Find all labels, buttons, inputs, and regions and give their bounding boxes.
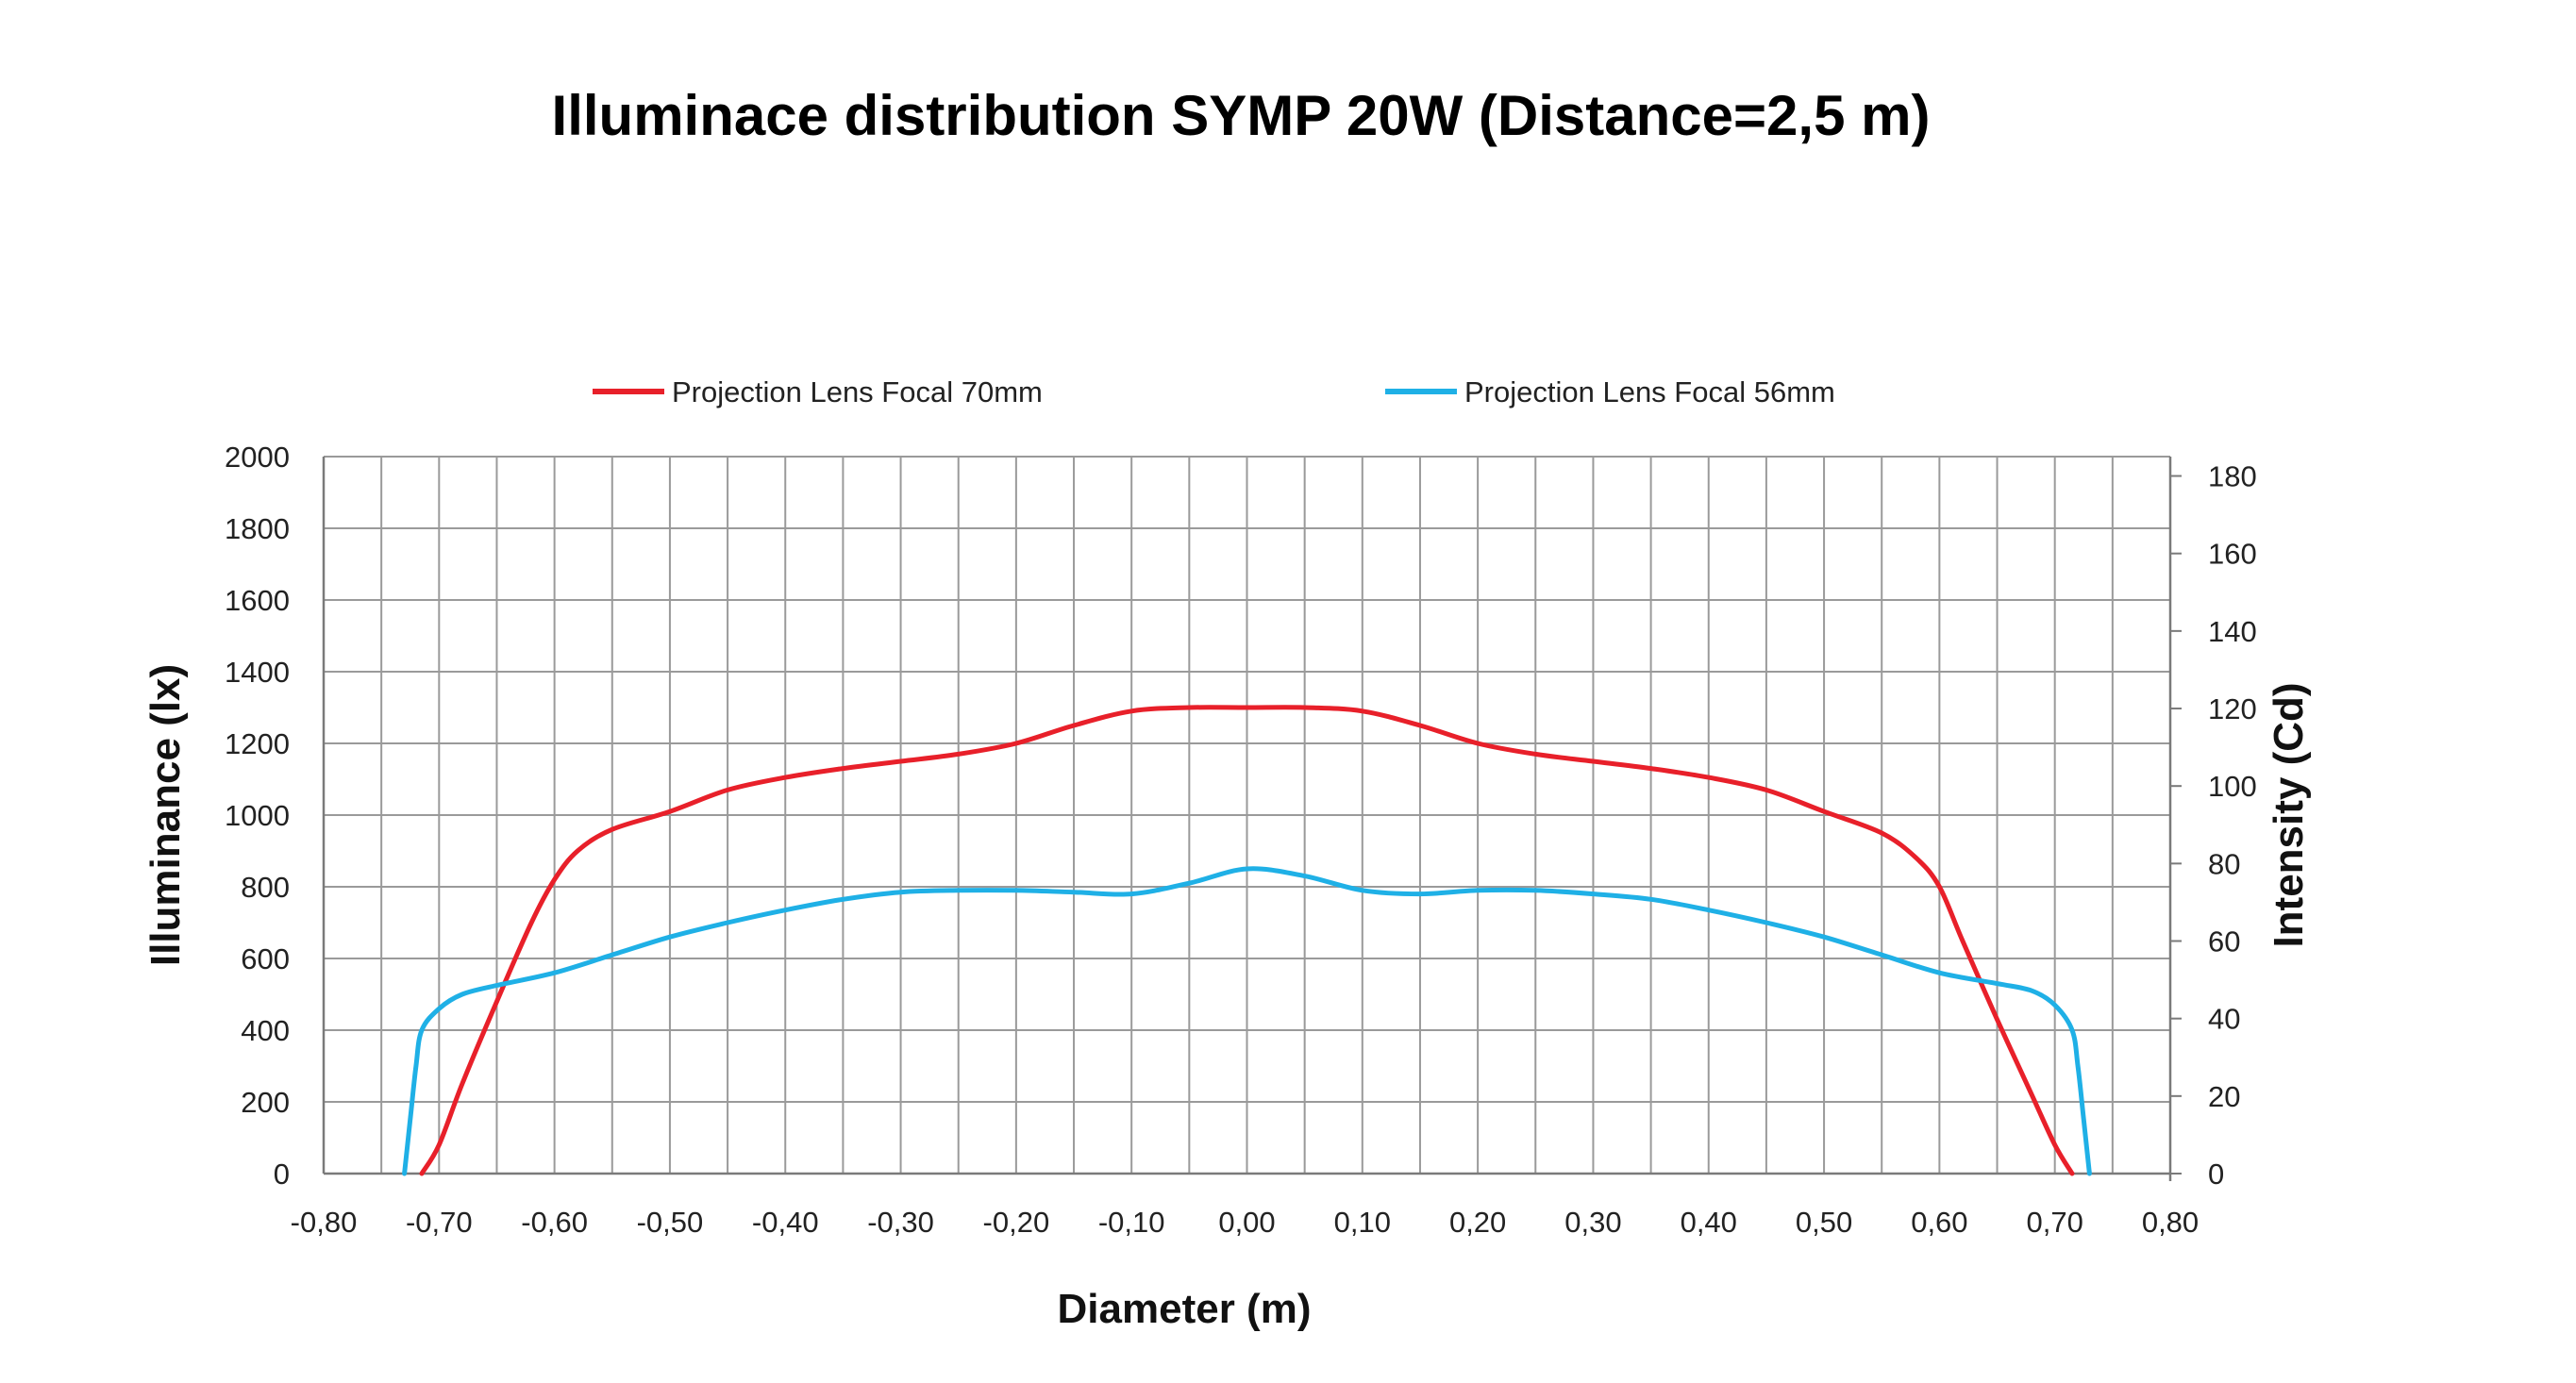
x-tick-label: -0,70 <box>406 1206 473 1239</box>
y2-tick-label: 180 <box>2208 460 2257 493</box>
legend-label-2: Projection Lens Focal 56mm <box>1464 375 1835 408</box>
y2-tick-label: 120 <box>2208 692 2257 725</box>
y2-tick-label: 100 <box>2208 770 2257 803</box>
legend: Projection Lens Focal 70mm Projection Len… <box>593 375 1835 408</box>
y2-tick-label: 40 <box>2208 1003 2240 1036</box>
x-tick-label: 0,10 <box>1334 1206 1391 1239</box>
y-tick-label: 400 <box>241 1014 290 1047</box>
y2-tick-label: 140 <box>2208 615 2257 648</box>
y-tick-label: 1200 <box>225 727 290 760</box>
y2-tick-label: 20 <box>2208 1080 2240 1113</box>
y2-tick-label: 0 <box>2208 1158 2224 1191</box>
axes: 0 200 400 600 800 1000 1200 1400 1600 1800 2000 0 20… <box>225 441 2257 1239</box>
x-tick-label: 0,40 <box>1681 1206 1737 1239</box>
x-tick-label: 0,80 <box>2142 1206 2199 1239</box>
x-tick-label: 0,20 <box>1449 1206 1506 1239</box>
x-tick-label: -0,50 <box>637 1206 704 1239</box>
y-axis-title: Illuminance (lx) <box>142 664 189 966</box>
y2-tick-label: 80 <box>2208 847 2240 880</box>
y2-axis-title: Intensity (Cd) <box>2266 682 2312 947</box>
y-tick-label: 600 <box>241 942 290 975</box>
series-line-1 <box>419 705 2075 1176</box>
page-title: Illuminace distribution SYMP 20W (Distan… <box>551 84 1931 147</box>
y-tick-label: 1000 <box>225 799 290 832</box>
y-tick-label: 2000 <box>225 441 290 474</box>
y-tick-label: 1600 <box>225 584 290 617</box>
x-tick-label: -0,30 <box>867 1206 934 1239</box>
x-tick-label: 0,60 <box>1911 1206 1967 1239</box>
x-tick-label: -0,10 <box>1098 1206 1165 1239</box>
x-tick-label: -0,80 <box>291 1206 358 1239</box>
y2-tick-label: 60 <box>2208 925 2240 958</box>
x-tick-label: 0,70 <box>2027 1206 2083 1239</box>
x-tick-label: 0,00 <box>1218 1206 1275 1239</box>
series-layer <box>402 705 2092 1176</box>
x-tick-label: -0,60 <box>521 1206 588 1239</box>
y-tick-label: 800 <box>241 871 290 904</box>
x-axis-title: Diameter (m) <box>1058 1286 1312 1332</box>
x-tick-label: 0,30 <box>1564 1206 1621 1239</box>
y-tick-label: 1800 <box>225 512 290 545</box>
y-tick-label: 0 <box>274 1158 290 1191</box>
x-tick-label: -0,20 <box>983 1206 1050 1239</box>
x-tick-label: 0,50 <box>1796 1206 1852 1239</box>
x-tick-label: -0,40 <box>752 1206 819 1239</box>
series-line-2 <box>402 866 2092 1176</box>
legend-label-1: Projection Lens Focal 70mm <box>672 375 1043 408</box>
y-tick-label: 1400 <box>225 656 290 689</box>
y2-tick-label: 160 <box>2208 538 2257 571</box>
y-tick-label: 200 <box>241 1086 290 1119</box>
